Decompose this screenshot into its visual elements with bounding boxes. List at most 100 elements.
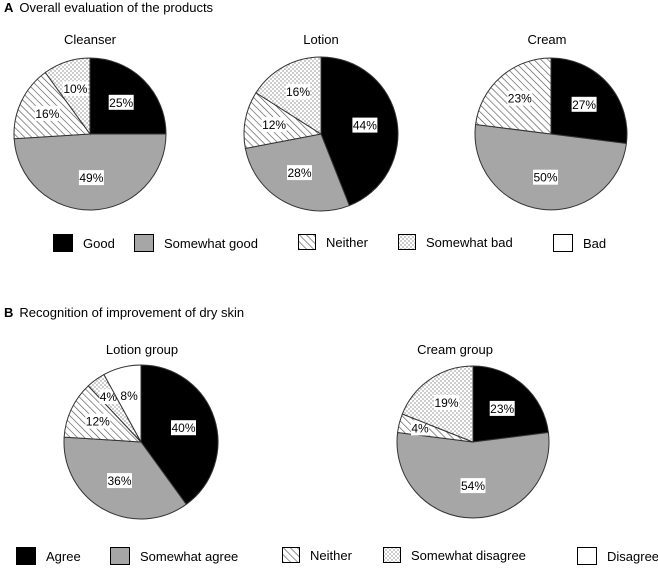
legend-swatch-agree [16, 547, 36, 565]
pie-label-lotion-group-2: 12% [85, 413, 111, 429]
pie-label-bg-lotion-group-2 [85, 413, 111, 429]
pie-label-lotion-0: 44% [352, 117, 378, 133]
pie-label-lotion-1: 28% [287, 165, 312, 181]
legend-label-disagree: Disagree [607, 548, 658, 564]
legend-label-agree: Agree [46, 548, 81, 564]
pie-slice-cleanser-neither [13, 71, 91, 140]
pie-label-text-cleanser-2: 16% [35, 107, 59, 121]
pie-label-text-lotion-1: 28% [287, 166, 311, 180]
pie-label-text-cream-group-0: 23% [490, 402, 514, 416]
panel-b-letter: B [4, 305, 14, 320]
legend-item-good: Good [53, 234, 115, 252]
legend-label-bad: Bad [583, 235, 607, 251]
legend-item-somewhat-good: Somewhat good [134, 234, 258, 252]
pie-label-cream-group-1: 54% [460, 478, 486, 494]
pie-label-text-cleanser-0: 25% [109, 96, 133, 110]
pie-label-cream-1: 50% [533, 169, 558, 185]
panel-b-title: B Recognition of improvement of dry skin [4, 305, 244, 320]
chart-title-cream-group: Cream group [417, 342, 493, 357]
pie-label-bg-cream-group-1 [460, 478, 486, 494]
legend-label-somewhat-disagree: Somewhat disagree [411, 547, 526, 563]
pie-label-text-cream-1: 50% [533, 171, 557, 185]
legend-swatch-neither-b [282, 547, 300, 563]
legend-label-good: Good [83, 235, 115, 251]
legend-item-bad: Bad [553, 234, 606, 252]
pie-label-lotion-3: 16% [285, 84, 311, 100]
legend-swatch-neither-a [298, 234, 316, 250]
legend-item-somewhat-agree: Somewhat agree [110, 547, 238, 565]
pie-label-text-lotion-group-2: 12% [86, 415, 110, 429]
legend-label-neither-a: Neither [326, 234, 368, 250]
panel-a-letter: A [4, 0, 14, 15]
legend-item-agree: Agree [16, 547, 81, 565]
pie-label-cleanser-1: 49% [78, 170, 104, 186]
pie-label-lotion-group-1: 36% [107, 473, 132, 489]
pie-label-cream-2: 23% [507, 90, 533, 106]
pie-label-bg-lotion-group-4 [120, 387, 139, 403]
legend-label-somewhat-good: Somewhat good [164, 235, 258, 251]
panel-a-title-text: Overall evaluation of the products [19, 0, 214, 15]
pie-label-text-lotion-2: 12% [262, 118, 286, 132]
pie-label-text-lotion-group-0: 40% [171, 421, 195, 435]
pie-label-text-cream-2: 23% [508, 92, 532, 106]
legend-label-somewhat-bad: Somewhat bad [426, 234, 513, 250]
pie-label-bg-cleanser-2 [34, 105, 60, 121]
legend-swatch-somewhat-bad [398, 234, 416, 250]
pie-label-bg-lotion-1 [287, 165, 312, 181]
legend-item-disagree: Disagree [577, 547, 658, 565]
pie-label-bg-cleanser-1 [78, 170, 104, 186]
pie-label-text-lotion-3: 16% [286, 85, 310, 99]
pie-label-bg-cleanser-3 [62, 81, 88, 97]
panel-b-title-text: Recognition of improvement of dry skin [19, 305, 245, 320]
pie-label-cleanser-0: 25% [108, 94, 134, 110]
legend-swatch-bad [553, 234, 573, 252]
pie-label-text-cream-group-2: 4% [411, 421, 429, 435]
pie-label-text-cleanser-1: 49% [79, 171, 103, 185]
pie-label-text-lotion-group-4: 8% [120, 389, 138, 403]
pie-label-cleanser-2: 16% [34, 105, 60, 121]
pie-label-bg-lotion-2 [261, 117, 287, 133]
pie-label-text-lotion-group-1: 36% [107, 474, 131, 488]
pie-label-bg-cream-group-0 [489, 400, 515, 416]
legend-swatch-somewhat-agree [110, 547, 130, 565]
pie-label-lotion-2: 12% [261, 117, 287, 133]
chart-title-cleanser: Cleanser [63, 32, 117, 47]
pie-label-cleanser-3: 10% [62, 81, 88, 97]
pie-slice-cream-group-somewhat-agree [396, 431, 550, 519]
legend-swatch-somewhat-disagree [383, 547, 401, 563]
pie-label-cream-group-0: 23% [489, 400, 515, 416]
pie-label-lotion-group-0: 40% [171, 420, 196, 436]
legend-item-somewhat-disagree: Somewhat disagree [383, 547, 526, 563]
pie-slice-lotion-group-disagree [103, 364, 142, 443]
pie-slice-cream-somewhat-good [474, 123, 627, 211]
panel-a-title: A Overall evaluation of the products [4, 0, 213, 15]
pie-label-bg-lotion-group-1 [107, 473, 132, 489]
legend-item-neither-a: Neither [298, 234, 368, 250]
pie-label-lotion-group-4: 8% [120, 387, 139, 403]
pie-label-text-cream-0: 27% [572, 98, 596, 112]
pie-label-text-cream-group-1: 54% [461, 479, 485, 493]
pie-label-bg-lotion-3 [285, 84, 311, 100]
pie-label-bg-cream-group-2 [411, 420, 429, 436]
chart-title-cream: Cream [527, 32, 567, 47]
pie-label-cream-group-2: 4% [411, 420, 429, 436]
pie-label-bg-lotion-0 [352, 117, 378, 133]
legend-swatch-good [53, 234, 73, 252]
pie-label-bg-cream-1 [533, 169, 558, 185]
pie-label-text-cream-group-3: 19% [434, 396, 458, 410]
pie-label-text-cleanser-3: 10% [63, 82, 87, 96]
pie-label-text-lotion-0: 44% [353, 119, 377, 133]
chart-title-lotion-group: Lotion group [105, 342, 179, 357]
legend-item-somewhat-bad: Somewhat bad [398, 234, 513, 250]
pie-label-lotion-group-3: 4% [99, 389, 118, 405]
legend-label-neither-b: Neither [310, 547, 352, 563]
legend-label-somewhat-agree: Somewhat agree [140, 548, 239, 564]
pie-label-bg-lotion-group-0 [171, 420, 196, 436]
legend-swatch-somewhat-good [134, 234, 154, 252]
pie-label-bg-cream-0 [571, 96, 597, 112]
pie-label-bg-lotion-group-3 [99, 389, 118, 405]
legend-swatch-disagree [577, 547, 597, 565]
chart-title-lotion: Lotion [303, 32, 339, 47]
pie-label-cream-0: 27% [571, 96, 597, 112]
